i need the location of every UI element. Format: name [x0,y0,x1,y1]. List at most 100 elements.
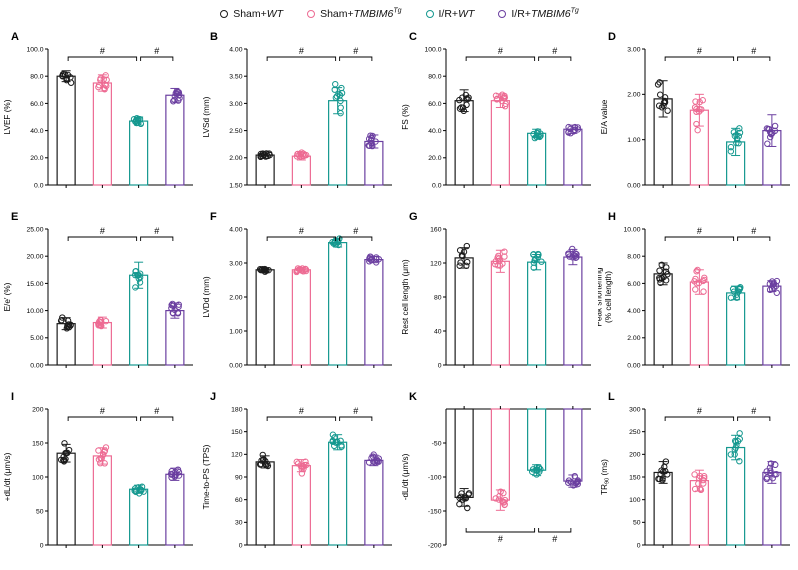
panel-L-chart: L TR90 (ms) 0 50 100 150 200 250 300 # # [600,391,790,549]
bar-J-group2 [291,465,311,546]
scatter-points-B-group2 [293,149,310,160]
panel-grid: A LVEF (%) 0.0 20.0 40.0 60.0 80.0 100.0 # # B LVSd… [1,25,798,565]
panel-letter-G: G [409,211,418,223]
y-tick-label: 5.00 [30,335,43,342]
y-tick-label: 20.0 [428,155,441,162]
y-tick-label: 80.0 [30,74,43,81]
panel-C-chart: C FS (%) 0.0 20.0 40.0 60.0 80.0 100.0 # # [401,31,591,189]
y-axis-label: Peak shortening [598,267,604,327]
y-tick-label: 300 [629,406,641,413]
sig-marker: # [751,46,756,56]
scatter-points-K-group4 [565,472,582,489]
sig-marker: # [697,226,702,236]
y-tick-label: 6.00 [627,281,640,288]
sig-bracket [664,236,735,241]
panel-letter-K: K [409,391,417,403]
y-tick-label: 10.00 [26,308,43,315]
scatter-points-I-group3 [131,483,147,497]
panel-letter-D: D [608,31,616,43]
bar-E-group4 [165,309,185,366]
y-tick-label: 0 [637,542,641,549]
y-tick-label: 40 [434,328,442,335]
scatter-points-I-group1 [57,440,73,465]
panel-J-chart: J Time-to-PS (TPS) 0 30 60 90 120 150 180 # # [202,391,392,549]
bar-G-group3 [527,261,547,366]
sig-bracket [538,56,572,61]
panel-H: H Peak shortening (% cell length) 0.00 2.00 4… [595,205,797,385]
y-axis-label: LVEF (%) [3,99,12,134]
y-tick-label: 4.00 [627,308,640,315]
scatter-points-L-group1 [655,458,671,484]
scatter-points-A-group4 [170,88,183,105]
y-tick-label: 60.0 [428,101,441,108]
sig-bracket [465,528,536,533]
legend-label-sham-wt: Sham+WT [233,8,284,20]
y-axis-label: E/A value [600,99,609,134]
scatter-points-J-group4 [365,451,382,466]
bar-A-group2 [92,82,112,186]
bar-I-group1 [56,452,76,546]
y-tick-label: 90 [235,474,243,481]
bar-I-group3 [129,488,149,546]
y-tick-label: 15.00 [26,281,43,288]
sig-marker: # [353,226,358,236]
sig-bracket [465,56,536,61]
panel-letter-H: H [608,211,616,223]
bar-F-group3 [328,241,348,366]
y-tick-label: 150 [629,474,641,481]
bar-I-group4 [165,473,185,546]
y-tick-label: 3.00 [229,101,242,108]
sig-bracket [266,56,337,61]
scatter-points-H-group4 [766,277,781,296]
scatter-points-F-group1 [256,265,272,275]
y-axis-label: +dL/dt (μm/s) [3,452,12,501]
legend-label-sham-tmbim6tg: Sham+TMBIM6Tg [320,7,402,21]
sig-bracket [67,236,138,241]
panel-G-chart: G Rest cell length (μm) 0 40 80 120 160 [401,211,591,369]
scatter-points-E-group4 [168,300,182,317]
panel-C: C FS (%) 0.0 20.0 40.0 60.0 80.0 100.0 # # [399,25,598,205]
sig-marker: # [552,46,557,56]
y-tick-label: 60 [235,497,243,504]
panel-letter-F: F [210,211,217,223]
bar-J-group3 [328,441,348,546]
bar-B-group2 [291,155,311,186]
y-tick-label: 0 [438,362,442,369]
scatter-points-C-group1 [456,91,472,115]
bar-K-group1 [454,408,474,499]
bar-G-group4 [563,256,583,366]
y-tick-label: 8.00 [627,254,640,261]
legend-marker-ir-wt-icon [425,10,434,18]
bar-C-group2 [490,100,510,186]
scatter-points-K-group1 [456,490,473,512]
y-tick-label: 50 [633,520,641,527]
sig-marker: # [353,46,358,56]
sig-bracket [140,56,174,61]
y-tick-label: -50 [432,440,442,447]
y-tick-label: 40.0 [428,128,441,135]
scatter-points-B-group3 [331,80,346,117]
bar-C-group4 [563,128,583,186]
legend: Sham+WT Sham+TMBIM6Tg I/R+WT I/R+TMBIM6Tg [1,3,798,25]
scatter-points-G-group1 [456,242,471,269]
panel-H-chart: H Peak shortening (% cell length) 0.00 2.00 4… [595,211,790,369]
panel-E-chart: E E/e′ (%) 0.00 5.00 10.00 15.00 20.00 25.00 # # [3,211,193,369]
panel-letter-C: C [409,31,417,43]
y-tick-label: 0.00 [627,182,640,189]
legend-item-ir-tmbim6tg: I/R+TMBIM6Tg [498,8,579,20]
bar-A-group3 [129,120,149,186]
sig-marker: # [100,226,105,236]
y-tick-label: 50 [36,508,44,515]
scatter-points-G-group2 [492,248,508,269]
y-tick-label: 2.00 [627,92,640,99]
sig-marker: # [299,226,304,236]
y-tick-label: 100 [629,497,641,504]
scatter-points-L-group2 [691,471,708,494]
panel-B-chart: B LVSd (mm) 1.50 2.00 2.50 3.00 3.50 4.00 # # [202,31,392,189]
y-tick-label: 60.0 [30,101,43,108]
panel-F: F LVDd (mm) 0.00 1.00 2.00 3.00 4.00 # # [200,205,399,385]
y-axis-label: TR90 (ms) [600,459,611,495]
scatter-points-L-group4 [763,460,780,483]
bar-K-group3 [527,408,547,471]
y-tick-label: 80.0 [428,74,441,81]
